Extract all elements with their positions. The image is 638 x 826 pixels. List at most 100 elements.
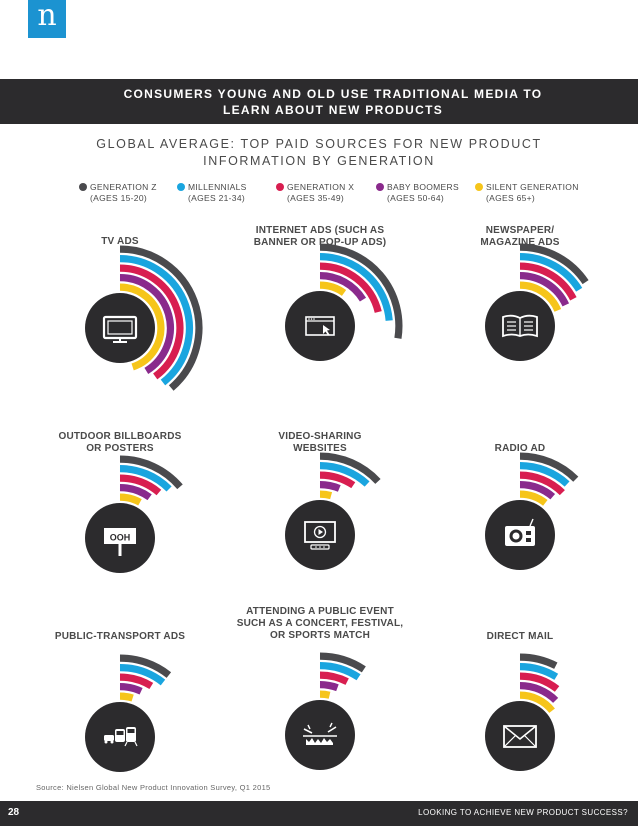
- bar-arc-silent: [519, 281, 562, 312]
- bar-arc-millennials: [519, 253, 583, 292]
- page-title-line-1: CONSUMERS YOUNG AND OLD USE TRADITIONAL …: [123, 87, 543, 101]
- legend-label: BABY BOOMERS: [387, 182, 459, 192]
- bar-arc-boomers: [119, 484, 152, 501]
- bar-arc-boomers: [519, 481, 556, 500]
- icon-circle: [285, 291, 355, 361]
- bar-arc-silent: [519, 691, 555, 714]
- bar-arc-gen-x: [319, 671, 349, 685]
- page-footer: 28 LOOKING TO ACHIEVE NEW PRODUCT SUCCES…: [0, 801, 638, 826]
- legend-ages: (AGES 21-34): [188, 193, 245, 203]
- radial-chart-event: [285, 652, 366, 770]
- radial-chart-transport: [85, 654, 172, 772]
- bar-arc-gen-x: [119, 474, 162, 496]
- bar-arc-gen-x: [119, 264, 184, 380]
- category-label-public-transport: PUBLIC-TRANSPORT ADS: [40, 631, 200, 643]
- category-label-public-event: ATTENDING A PUBLIC EVENT SUCH AS A CONCE…: [220, 606, 420, 642]
- radial-chart-tv: [85, 245, 203, 391]
- bar-arc-gen-x: [319, 262, 382, 313]
- bar-arc-gen-z: [119, 455, 183, 490]
- legend-ages: (AGES 50-64): [387, 193, 444, 203]
- radial-chart-newspaper: [485, 243, 589, 361]
- legend-ages: (AGES 15-20): [90, 193, 147, 203]
- radial-chart-billboard: OOH: [85, 455, 183, 573]
- bar-arc-millennials: [319, 253, 393, 321]
- category-label-radio: RADIO AD: [460, 443, 580, 455]
- bar-arc-gen-x: [119, 673, 154, 690]
- category-label-line: OR POSTERS: [86, 443, 154, 454]
- nielsen-logo: n: [28, 0, 66, 38]
- bar-arc-silent: [319, 281, 347, 296]
- category-label-line: INTERNET ADS (SUCH AS: [255, 225, 385, 236]
- category-label-video: VIDEO-SHARING WEBSITES: [240, 431, 400, 455]
- category-label-line: ATTENDING A PUBLIC EVENT: [246, 606, 394, 617]
- legend-ages: (AGES 35-49): [287, 193, 344, 203]
- page-title-banner: CONSUMERS YOUNG AND OLD USE TRADITIONAL …: [0, 79, 638, 124]
- bar-arc-boomers: [519, 272, 570, 307]
- category-label-internet-ads: INTERNET ADS (SUCH AS BANNER OR POP-UP A…: [230, 225, 410, 249]
- category-label-line: TV ADS: [101, 236, 139, 247]
- legend-item-millennials: MILLENNIALS (AGES 21-34): [177, 182, 247, 204]
- legend-label: GENERATION X: [287, 182, 355, 192]
- bar-arc-silent: [119, 692, 134, 702]
- footer-text: LOOKING TO ACHIEVE NEW PRODUCT SUCCESS?: [418, 808, 628, 817]
- bar-arc-silent: [319, 490, 333, 500]
- icon-circle: [85, 293, 155, 363]
- bar-arc-silent: [119, 493, 142, 506]
- icon-circle: [285, 700, 355, 770]
- chart-subtitle-line-2: INFORMATION BY GENERATION: [203, 154, 435, 168]
- bar-arc-gen-x: [519, 262, 577, 301]
- category-label-line: MAGAZINE ADS: [480, 237, 560, 248]
- bar-arc-millennials: [319, 462, 370, 487]
- legend-dot: [79, 183, 87, 191]
- bar-arc-boomers: [519, 682, 559, 704]
- page-title-line-2: LEARN ABOUT NEW PRODUCTS: [222, 103, 444, 117]
- icon-circle: [485, 701, 555, 771]
- page-number: 28: [8, 807, 20, 818]
- bar-arc-millennials: [519, 663, 559, 680]
- bar-arc-gen-x: [319, 471, 356, 489]
- bar-arc-gen-z: [319, 452, 381, 484]
- radial-chart-video: [285, 452, 381, 570]
- chart-subtitle: GLOBAL AVERAGE: TOP PAID SOURCES FOR NEW…: [60, 136, 578, 170]
- bar-arc-gen-z: [119, 245, 203, 391]
- legend-item-gen-z: GENERATION Z (AGES 15-20): [79, 182, 157, 204]
- legend-label: GENERATION Z: [90, 182, 157, 192]
- bar-arc-gen-z: [519, 452, 579, 482]
- bar-arc-gen-z: [519, 653, 558, 669]
- legend-label: SILENT GENERATION: [486, 182, 579, 192]
- category-label-direct-mail: DIRECT MAIL: [460, 631, 580, 643]
- category-label-line: OR SPORTS MATCH: [269, 630, 371, 641]
- legend-item-gen-x: GENERATION X (AGES 35-49): [276, 182, 355, 204]
- category-label-line: OUTDOOR BILLBOARDS: [58, 431, 182, 442]
- chart-subtitle-line-1: GLOBAL AVERAGE: TOP PAID SOURCES FOR NEW…: [96, 137, 542, 151]
- bar-arc-millennials: [119, 664, 166, 686]
- legend-item-silent: SILENT GENERATION (AGES 65+): [475, 182, 579, 204]
- source-note: Source: Nielsen Global New Product Innov…: [36, 783, 271, 792]
- bar-arc-gen-z: [319, 652, 366, 673]
- legend-dot: [177, 183, 185, 191]
- radial-chart-mail: [485, 653, 560, 771]
- category-label-line: NEWSPAPER/: [485, 225, 555, 236]
- category-label-line: BANNER OR POP-UP ADS): [253, 237, 387, 248]
- bar-arc-millennials: [519, 462, 570, 487]
- legend-item-boomers: BABY BOOMERS (AGES 50-64): [376, 182, 459, 204]
- bar-arc-silent: [319, 690, 331, 699]
- category-label-line: PUBLIC-TRANSPORT ADS: [54, 631, 186, 642]
- category-label-line: RADIO AD: [494, 443, 546, 454]
- legend-dot: [276, 183, 284, 191]
- radial-chart-radio: [485, 452, 579, 570]
- billboard-icon: OOH: [104, 528, 136, 556]
- bar-arc-silent: [119, 283, 165, 371]
- radial-chart-browser: [285, 243, 403, 361]
- bar-arc-millennials: [119, 255, 193, 386]
- bar-arc-boomers: [319, 272, 367, 302]
- legend-label: MILLENNIALS: [188, 182, 247, 192]
- legend-dot: [376, 183, 384, 191]
- bar-arc-gen-z: [119, 654, 172, 678]
- bar-arc-gen-x: [519, 672, 560, 692]
- bar-arc-boomers: [119, 274, 174, 375]
- bar-arc-gen-z: [319, 243, 403, 339]
- bar-arc-boomers: [319, 681, 339, 692]
- bar-arc-boomers: [319, 481, 341, 492]
